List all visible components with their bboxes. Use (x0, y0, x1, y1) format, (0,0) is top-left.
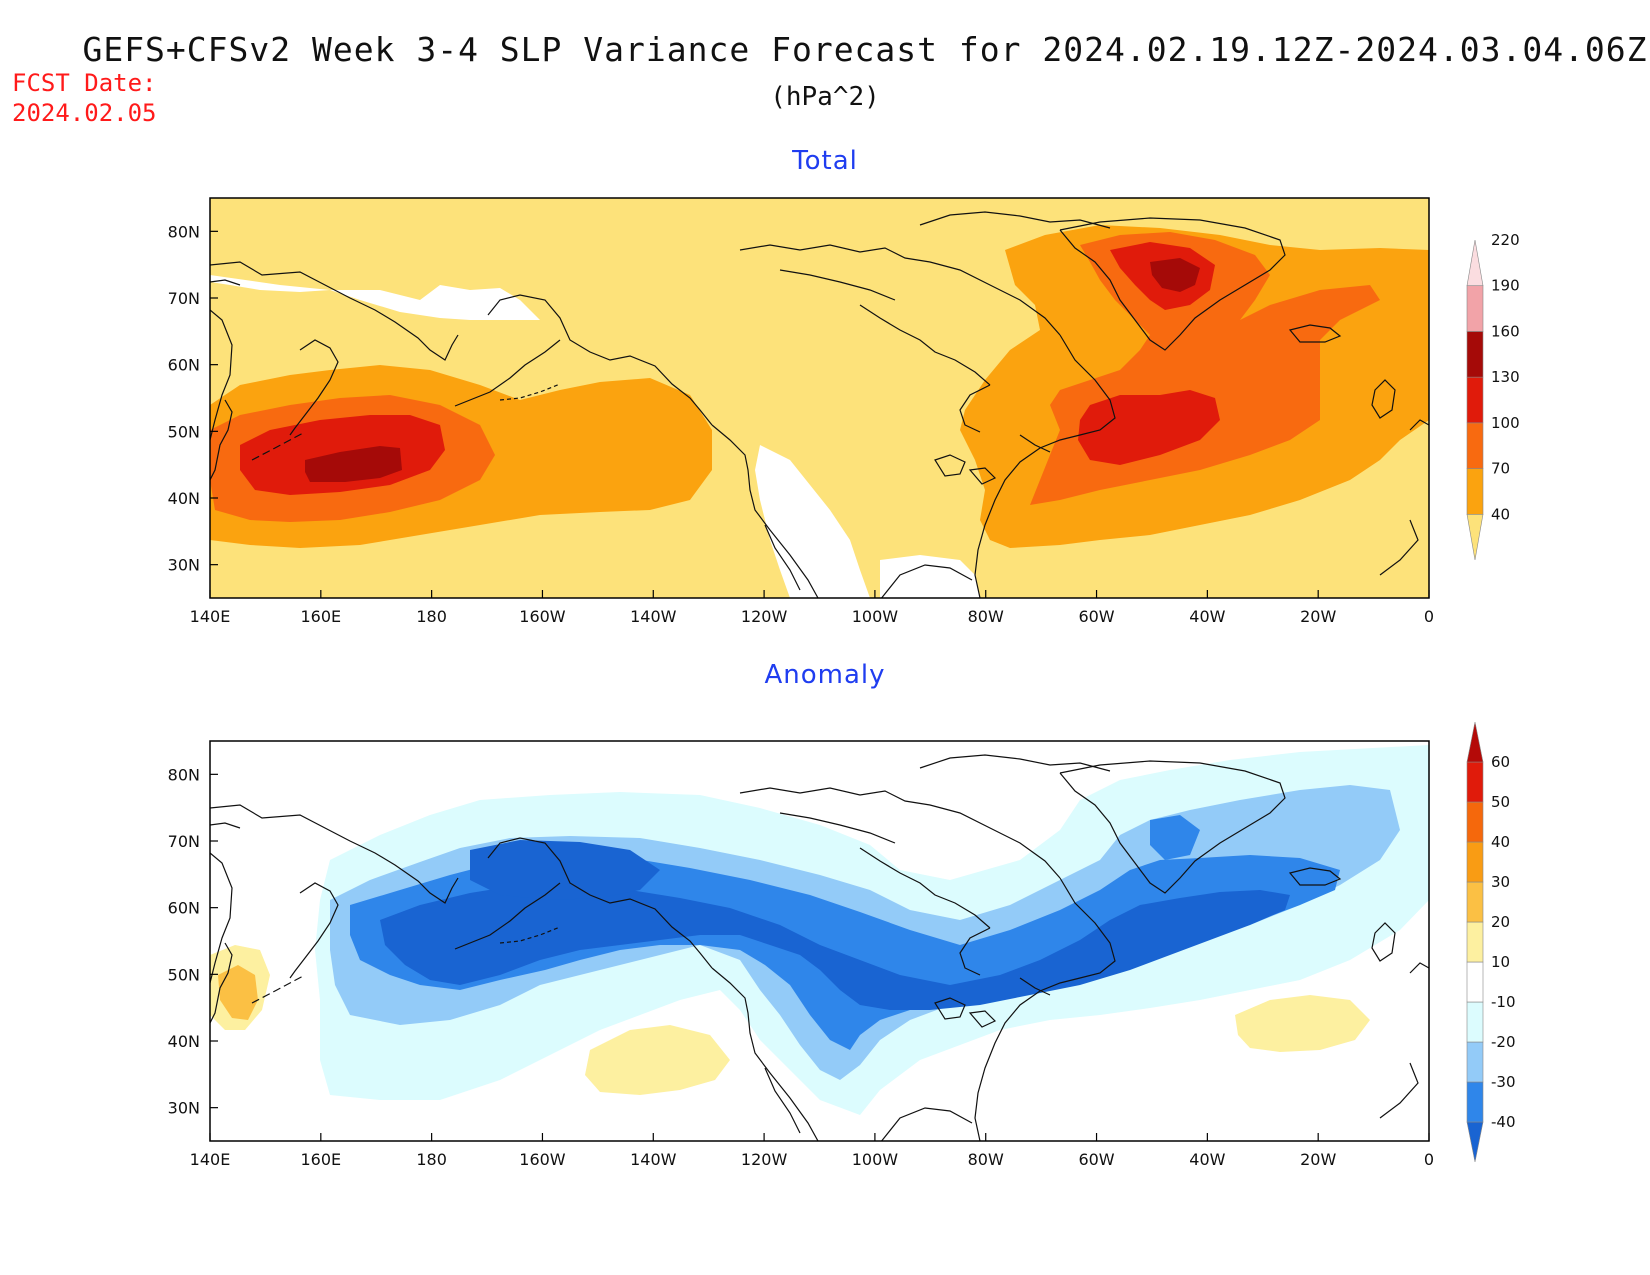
colorbar-label: 130 (1491, 368, 1520, 386)
colorbar-segment (1466, 376, 1484, 424)
colorbars: 40 70 100 130 160 190 220 -40 -30 -20 -10 10 20 30 40 5… (1466, 231, 1520, 1163)
panel-title-anomaly: Anomaly (764, 660, 886, 690)
colorbar-segment (1466, 468, 1484, 515)
colorbar-label: -40 (1491, 1113, 1516, 1131)
colorbar-segment (1466, 331, 1484, 378)
colorbar-segment (1466, 513, 1484, 561)
x-tick-label: 100W (852, 1150, 899, 1169)
colorbar-label: 190 (1491, 277, 1520, 295)
y-tick-label: 50N (168, 422, 200, 441)
x-tick-label: 140E (190, 607, 231, 626)
total-map-frame (209, 197, 1430, 599)
forecast-date-value: 2024.02.05 (12, 99, 157, 127)
colorbar-label: -10 (1491, 993, 1516, 1011)
x-tick-label: 180 (416, 607, 447, 626)
y-tick-label: 40N (168, 489, 200, 508)
x-tick-label: 140W (630, 607, 677, 626)
colorbar-segment (1466, 761, 1484, 803)
x-tick-label: 160W (519, 1150, 566, 1169)
x-tick-label: 0 (1424, 607, 1434, 626)
forecast-date-label: FCST Date: (12, 69, 157, 97)
x-tick-label: 120W (741, 607, 788, 626)
x-tick-label: 60W (1078, 1150, 1114, 1169)
y-tick-label: 80N (168, 765, 200, 784)
y-tick-label: 60N (168, 899, 200, 918)
colorbar-segment (1466, 1081, 1484, 1123)
colorbar-segment (1466, 1041, 1484, 1083)
colorbar-segment (1466, 721, 1484, 763)
y-tick-label: 70N (168, 832, 200, 851)
y-tick-label: 60N (168, 356, 200, 375)
x-tick-label: 160E (300, 607, 341, 626)
y-tick-label: 40N (168, 1032, 200, 1051)
x-tick-label: 20W (1300, 1150, 1336, 1169)
colorbar-label: 30 (1491, 873, 1510, 891)
y-tick-label: 70N (168, 289, 200, 308)
x-tick-label: 100W (852, 607, 899, 626)
colorbar-label: 10 (1491, 953, 1510, 971)
x-tick-label: 60W (1078, 607, 1114, 626)
axis-ticks: 140E 160E 180 160W 140W 120W 100W 80W 60W 40W 20W 0… (168, 222, 1434, 1169)
colorbar-label: 40 (1491, 833, 1510, 851)
colorbar-segment (1466, 841, 1484, 883)
total-map (210, 198, 1429, 598)
x-tick-label: 160W (519, 607, 566, 626)
x-tick-label: 160E (300, 1150, 341, 1169)
colorbar-label: 40 (1491, 505, 1510, 523)
x-tick-label: 140E (190, 1150, 231, 1169)
colorbar-segment (1466, 1121, 1484, 1163)
colorbar-label: 70 (1491, 460, 1510, 478)
colorbar-segment (1466, 1001, 1484, 1043)
x-tick-label: 80W (968, 607, 1004, 626)
y-tick-label: 30N (168, 556, 200, 575)
anomaly-map (210, 741, 1429, 1141)
x-tick-label: 140W (630, 1150, 677, 1169)
x-tick-label: 20W (1300, 607, 1336, 626)
colorbar-label: 160 (1491, 322, 1520, 340)
colorbar-segment (1466, 285, 1484, 332)
colorbar-segment (1466, 921, 1484, 963)
colorbar-label: -30 (1491, 1073, 1516, 1091)
colorbar-segment (1466, 422, 1484, 469)
forecast-date: FCST Date: 2024.02.05 (12, 68, 157, 128)
colorbar-label: 220 (1491, 231, 1520, 249)
colorbar-label: 100 (1491, 414, 1520, 432)
x-tick-label: 120W (741, 1150, 788, 1169)
x-tick-label: 0 (1424, 1150, 1434, 1169)
y-tick-label: 30N (168, 1099, 200, 1118)
x-tick-label: 180 (416, 1150, 447, 1169)
colorbar-segment (1466, 239, 1484, 287)
map-title: GEFS+CFSv2 Week 3-4 SLP Variance Forecas… (82, 30, 1648, 69)
y-tick-label: 80N (168, 222, 200, 241)
panel-title-total: Total (792, 146, 858, 176)
anomaly-map-frame (209, 740, 1430, 1142)
y-tick-label: 50N (168, 965, 200, 984)
colorbar-label: 20 (1491, 913, 1510, 931)
x-tick-label: 40W (1189, 607, 1225, 626)
colorbar-label: -20 (1491, 1033, 1516, 1051)
colorbar-label: 60 (1491, 753, 1510, 771)
x-tick-label: 80W (968, 1150, 1004, 1169)
units-label: (hPa^2) (770, 82, 880, 112)
colorbar-segment (1466, 961, 1484, 1003)
colorbar-segment (1466, 881, 1484, 923)
colorbar-label: 50 (1491, 793, 1510, 811)
colorbar-segment (1466, 801, 1484, 843)
x-tick-label: 40W (1189, 1150, 1225, 1169)
